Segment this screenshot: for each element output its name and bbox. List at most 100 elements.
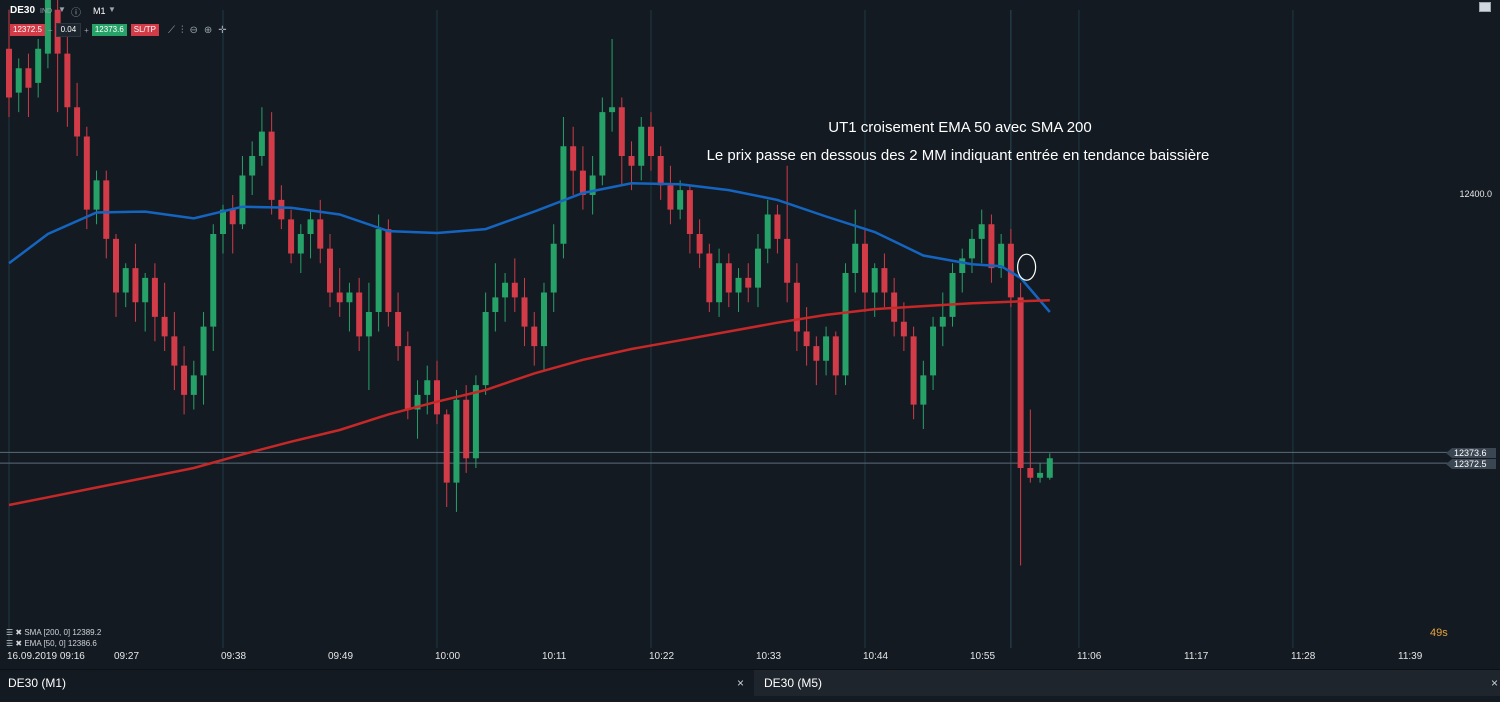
symbol-dropdown-icon[interactable]: ▼: [58, 5, 66, 14]
sma-legend[interactable]: ☰ ✖ SMA [200, 0] 12389.2: [6, 628, 101, 637]
candle-body: [151, 277, 158, 317]
candle: [122, 263, 129, 308]
candle-body: [900, 321, 907, 337]
moving-averages: [8, 182, 1051, 507]
candle-body: [443, 414, 450, 483]
candle-body: [881, 268, 888, 293]
candle: [609, 39, 616, 132]
timeframe-dropdown-icon[interactable]: ▼: [108, 5, 116, 14]
candle-body: [609, 107, 616, 113]
buy-button[interactable]: 12373.6: [91, 24, 127, 36]
candle-body: [190, 375, 197, 395]
candle: [881, 253, 888, 308]
candle-body: [249, 156, 256, 176]
candle-body: [842, 273, 849, 376]
candle: [74, 82, 81, 156]
candle: [677, 180, 684, 220]
candle: [686, 185, 693, 254]
candle-body: [696, 234, 703, 254]
info-icon[interactable]: ⓘ: [71, 8, 81, 19]
maximize-window-icon[interactable]: [1479, 2, 1491, 12]
candle-body: [570, 146, 577, 171]
candle: [112, 234, 119, 317]
candle: [35, 39, 42, 98]
sell-button[interactable]: 12372.5: [10, 24, 45, 36]
candle: [793, 263, 800, 351]
candle-body: [453, 399, 460, 483]
candle-body: [93, 180, 100, 210]
candle: [463, 385, 470, 473]
candle-body: [395, 312, 402, 347]
candle: [482, 292, 489, 395]
candle-body: [677, 190, 684, 210]
candle-body: [385, 229, 392, 312]
quantity-decrease-button[interactable]: −: [47, 25, 53, 35]
candle: [472, 375, 479, 468]
close-tab-m1-icon[interactable]: ×: [737, 676, 745, 690]
x-tick: 11:06: [1077, 651, 1102, 662]
quantity-input[interactable]: 0.04: [55, 23, 82, 37]
candle: [560, 117, 567, 259]
candle: [44, 0, 51, 69]
tab-de30-m5-background: [754, 670, 1500, 696]
candle: [511, 258, 518, 312]
candle: [647, 112, 654, 171]
candle: [132, 243, 139, 322]
candle: [910, 326, 917, 420]
candle-body: [317, 219, 324, 249]
candle: [667, 165, 674, 225]
price-chart[interactable]: [0, 0, 1500, 670]
candle: [492, 263, 499, 332]
candle-countdown: 49s: [1430, 627, 1448, 639]
candle-body: [579, 170, 586, 195]
candle-body: [142, 277, 149, 303]
candle: [258, 107, 265, 166]
quantity-increase-button[interactable]: +: [84, 25, 89, 35]
candle-body: [959, 258, 966, 273]
candle: [356, 277, 363, 351]
zoom-in-icon[interactable]: ⊕: [203, 24, 213, 36]
annotation-line-2: Le prix passe en dessous des 2 MM indiqu…: [706, 147, 1210, 164]
timeframe-label[interactable]: M1: [93, 6, 106, 16]
candle: [998, 234, 1005, 278]
ema-legend[interactable]: ☰ ✖ EMA [50, 0] 12386.6: [6, 639, 97, 648]
candle-body: [268, 131, 275, 200]
candle-body: [1017, 297, 1024, 468]
crosshair-icon[interactable]: ✛: [218, 24, 227, 36]
tab-de30-m5[interactable]: DE30 (M5): [764, 676, 823, 690]
candle-body: [229, 209, 236, 225]
x-tick: 11:28: [1291, 651, 1316, 662]
candle-body: [1046, 458, 1053, 478]
candle: [171, 312, 178, 390]
candle-body: [754, 248, 761, 288]
candle-body: [735, 277, 742, 293]
candle-body: [560, 146, 567, 244]
candle: [239, 156, 246, 230]
tab-de30-m1[interactable]: DE30 (M1): [8, 676, 67, 690]
candle: [93, 170, 100, 225]
candle-body: [210, 234, 217, 327]
zoom-out-icon[interactable]: ⊖: [189, 24, 198, 36]
candle-body: [1037, 472, 1044, 478]
candle: [570, 126, 577, 195]
candle-body: [861, 243, 868, 293]
candle-body: [375, 229, 382, 312]
candle: [385, 219, 392, 327]
candle: [988, 214, 995, 283]
candle: [939, 292, 946, 347]
candle: [25, 53, 32, 117]
candle: [365, 282, 372, 390]
line-chart-icon[interactable]: ⟋: [168, 24, 175, 36]
close-tab-m5-icon[interactable]: ×: [1491, 676, 1499, 690]
candle: [142, 273, 149, 332]
sltp-button[interactable]: SL/TP: [130, 24, 159, 36]
candle: [978, 209, 985, 264]
candle-body: [823, 336, 830, 361]
candle: [190, 360, 197, 410]
candle: [579, 146, 586, 210]
candle-body: [463, 399, 470, 459]
candle-body: [774, 214, 781, 239]
symbol-label[interactable]: DE30: [10, 5, 36, 16]
candle: [54, 0, 61, 113]
indicators-icon[interactable]: ⫶: [181, 24, 184, 36]
